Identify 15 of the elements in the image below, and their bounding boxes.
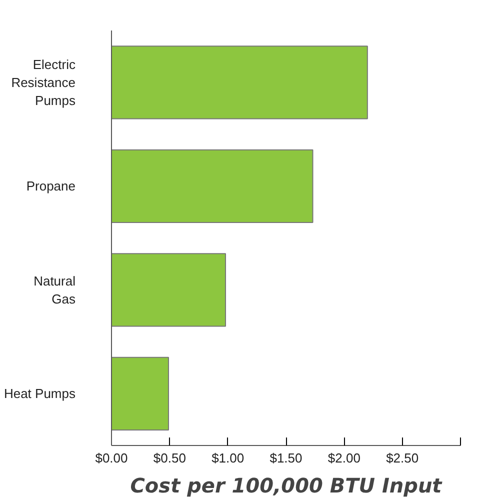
x-tick-label: $0.00 <box>95 450 128 466</box>
x-tick-label: $1.50 <box>270 450 302 466</box>
bar <box>112 356 170 430</box>
y-tick-label: Natural Gas <box>34 273 76 306</box>
y-tick-label: Propane <box>26 178 76 194</box>
bar <box>112 149 314 223</box>
bar <box>112 46 368 120</box>
x-tick-label: $2.00 <box>328 450 360 466</box>
bar <box>112 253 226 327</box>
y-tick-label: Electric Resistance Pumps <box>11 56 76 108</box>
x-tick-label: $0.50 <box>153 450 186 466</box>
y-tick-label: Heat Pumps <box>4 386 76 402</box>
x-axis-title: Cost per 100,000 BTU Input <box>130 474 444 498</box>
x-tick-label: $1.00 <box>212 450 244 466</box>
x-tick-label: $2.50 <box>386 450 419 466</box>
